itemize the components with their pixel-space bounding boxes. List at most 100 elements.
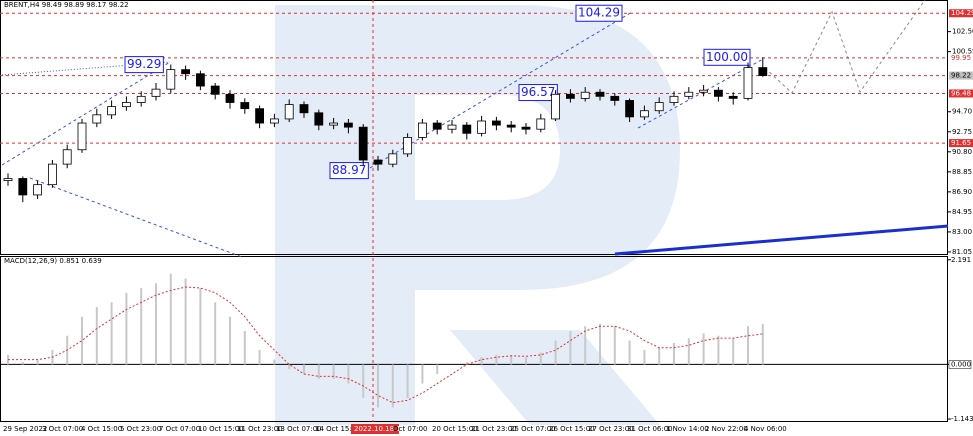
signal-line bbox=[8, 286, 763, 404]
price-level-badge bbox=[949, 89, 973, 98]
price-level-label: 104.29 bbox=[951, 9, 973, 17]
candle-body bbox=[714, 89, 723, 97]
macd-bar bbox=[125, 292, 128, 365]
x-tick-label: 1 Nov 14:00 bbox=[666, 425, 709, 433]
x-tick-label: 20 Oct 15:00 bbox=[432, 425, 478, 433]
candle-body bbox=[151, 88, 161, 97]
price-level-label: 91.65 bbox=[951, 139, 971, 147]
macd-bar bbox=[480, 357, 483, 365]
candle-body bbox=[758, 67, 768, 76]
macd-bar bbox=[702, 333, 705, 365]
x-tick-label: 2022.10.18 15:00 bbox=[354, 425, 416, 433]
macd-bar bbox=[687, 338, 690, 365]
candle-body bbox=[77, 122, 87, 151]
x-tick-label: 27 Oct 23:00 bbox=[588, 425, 634, 433]
annotation: 104.29 bbox=[578, 6, 620, 20]
candle-body bbox=[122, 102, 131, 108]
macd-bar bbox=[110, 302, 113, 365]
y-tick-label: 92.75 bbox=[952, 128, 972, 136]
x-tick-label: 2 Nov 22:00 bbox=[705, 425, 748, 433]
annotation-box bbox=[575, 4, 623, 22]
macd-bar bbox=[658, 347, 661, 365]
candle-body bbox=[48, 163, 57, 186]
macd-bar bbox=[184, 278, 187, 365]
price-level-badge bbox=[949, 9, 973, 18]
candle-body bbox=[388, 153, 398, 165]
macd-frame bbox=[0, 256, 948, 422]
candle-body bbox=[551, 93, 560, 120]
macd-bar bbox=[332, 364, 335, 379]
candle-body bbox=[358, 126, 368, 161]
macd-bar bbox=[21, 362, 24, 365]
annotation: 88.97 bbox=[332, 163, 366, 177]
x-tick-label: 13 Oct 07:00 bbox=[276, 425, 322, 433]
drawings bbox=[1, 0, 949, 258]
macd-bar bbox=[747, 326, 749, 365]
macd-bar bbox=[140, 288, 143, 365]
annotation: 96.57 bbox=[521, 85, 555, 99]
main-frame bbox=[0, 0, 948, 255]
macd-bar bbox=[599, 323, 601, 365]
candle-body bbox=[314, 112, 324, 126]
macd-bar bbox=[628, 340, 631, 365]
candle-body bbox=[33, 184, 42, 196]
x-tick-label: 21 Oct 23:00 bbox=[471, 425, 517, 433]
macd-bar bbox=[495, 354, 498, 365]
watermark bbox=[275, 5, 680, 425]
candle-body bbox=[566, 93, 575, 99]
y-tick-label: 86.90 bbox=[952, 188, 972, 196]
macd-bar bbox=[554, 340, 557, 365]
candle-body bbox=[107, 106, 116, 116]
y-tick-label: 83.00 bbox=[952, 228, 972, 236]
x-tick-label: 26 Oct 15:00 bbox=[549, 425, 595, 433]
macd-bar bbox=[81, 316, 83, 365]
candle-body bbox=[743, 67, 753, 99]
zero-badge bbox=[948, 360, 972, 369]
candle-body bbox=[432, 122, 442, 130]
x-tick-label: 29 Sep 2022 bbox=[3, 425, 47, 433]
macd-bar bbox=[732, 338, 735, 365]
macd-bar bbox=[436, 364, 439, 374]
candle-body bbox=[343, 122, 353, 128]
x-tick-label: 31 Oct 06:00 bbox=[627, 425, 673, 433]
annotation-box bbox=[124, 56, 164, 74]
candle-body bbox=[728, 95, 738, 99]
y-tick-label: -1.143 bbox=[951, 415, 973, 423]
x-tick-label: 3 Oct 07:00 bbox=[42, 425, 83, 433]
macd-bar bbox=[406, 364, 409, 398]
macd-bar bbox=[421, 364, 424, 384]
macd-bar bbox=[317, 364, 320, 379]
candle-body bbox=[136, 95, 146, 103]
candle-body bbox=[166, 69, 176, 90]
candle-body bbox=[62, 149, 72, 165]
macd-bar bbox=[258, 350, 261, 365]
macd-bar bbox=[391, 364, 394, 408]
candle-body bbox=[299, 104, 309, 114]
candle-body bbox=[462, 124, 472, 134]
x-tick-label: 5 Oct 23:00 bbox=[120, 425, 161, 433]
candle-body bbox=[284, 104, 294, 120]
annotation-box bbox=[329, 162, 369, 180]
macd-bar bbox=[273, 359, 276, 365]
y-tick-label: 90.80 bbox=[952, 148, 972, 156]
price-level-label: 98.22 bbox=[951, 72, 971, 80]
candle-body bbox=[92, 114, 102, 124]
y-tick-label: 0.000 bbox=[951, 360, 971, 368]
y-tick-label: 94.70 bbox=[952, 108, 972, 116]
candle-body bbox=[269, 118, 279, 124]
y-tick-label: 84.95 bbox=[952, 208, 972, 216]
macd-title: MACD(12,26,9) 0.851 0.639 bbox=[4, 257, 102, 265]
candle-body bbox=[255, 108, 265, 124]
candle-body bbox=[225, 93, 235, 103]
macd-bar bbox=[539, 352, 542, 365]
annotation-box bbox=[703, 48, 751, 66]
x-tick-label: 4 Nov 06:00 bbox=[744, 425, 787, 433]
crosshair-time-badge bbox=[351, 424, 399, 434]
candle-body bbox=[506, 124, 516, 128]
x-tick-label: 25 Oct 07:00 bbox=[510, 425, 556, 433]
macd-bar bbox=[717, 335, 720, 365]
y-tick-label: 102.50 bbox=[952, 28, 973, 36]
price-level-label: 99.95 bbox=[951, 54, 971, 62]
candle-body bbox=[625, 100, 634, 118]
